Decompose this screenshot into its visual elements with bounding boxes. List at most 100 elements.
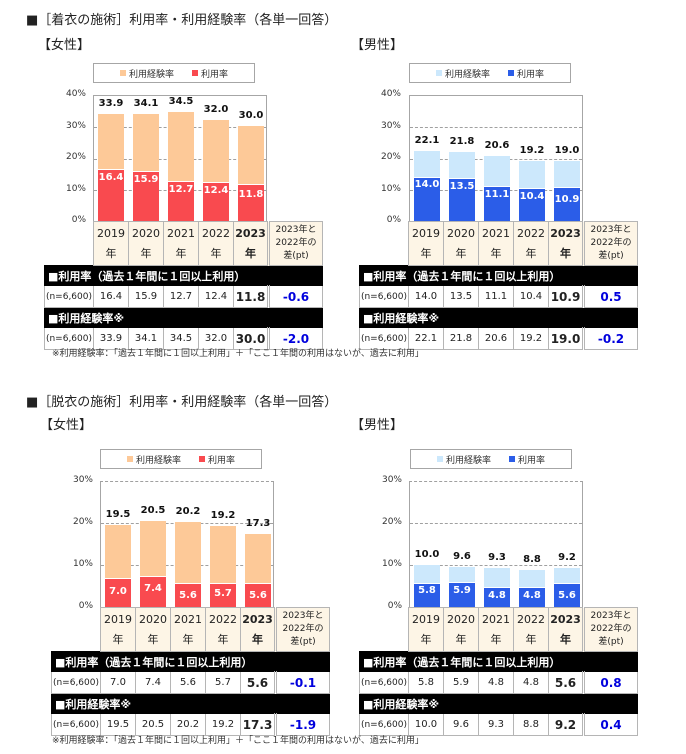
year-header: 2019 年	[408, 221, 444, 266]
footnote: ※利用経験率：「過去１年間に１回以上利用」＋「ここ１年間の利用はないが、過去に利…	[52, 349, 424, 359]
usage-value: 11.1	[478, 285, 514, 308]
year-header: 2020 年	[135, 607, 171, 652]
bar-label-usage: 4.8	[488, 590, 506, 601]
blank-cell	[45, 222, 94, 266]
usage-value: 12.7	[163, 285, 199, 308]
bar-2019: 33.9 16.4	[98, 98, 124, 221]
sample-size: (n=6,600)	[359, 327, 409, 350]
usage-value: 5.7	[205, 671, 241, 694]
bar-usage	[484, 587, 510, 607]
y-tick: 20%	[380, 152, 401, 162]
chart-legend: 利用経験率 利用率	[410, 449, 572, 469]
bar-label-experience: 32.0	[203, 104, 229, 115]
bar-2020: 9.6 5.9	[449, 551, 475, 607]
usage-rate-header: ■利用率（過去１年間に１回以上利用）	[51, 651, 330, 672]
bar-2023: 9.2 5.6	[554, 552, 580, 607]
year-header: 2020 年	[128, 221, 164, 266]
experience-value: 9.3	[478, 713, 514, 736]
bar-2023: 19.0 10.9	[554, 145, 580, 221]
y-tick: 10%	[381, 559, 402, 569]
bar-usage	[519, 188, 545, 221]
usage-value: 14.0	[408, 285, 444, 308]
usage-value: 4.8	[478, 671, 514, 694]
bar-label-experience: 9.2	[558, 552, 576, 563]
usage-value-current: 5.6	[240, 671, 276, 694]
legend-item-experience: 利用経験率	[435, 67, 490, 80]
data-table: 2019 年 2020 年 2021 年 2022 年 2023 年 2023年と 2022…	[359, 607, 638, 736]
bar-label-experience: 10.0	[414, 549, 440, 560]
data-table: 2019 年 2020 年 2021 年 2022 年 2023 年 2023年と 2022…	[51, 607, 330, 736]
y-tick: 30%	[65, 121, 86, 131]
experience-rate-header: ■利用経験率※	[359, 693, 638, 714]
bar-usage	[238, 184, 264, 221]
year-header: 2019 年	[408, 607, 444, 652]
usage-rate-header: ■利用率（過去１年間に１回以上利用）	[44, 265, 323, 286]
year-header-current: 2023 年	[233, 221, 269, 266]
legend-item-usage: 利用率	[509, 453, 545, 466]
bar-label-usage: 5.6	[179, 590, 197, 601]
gender-label-male: 【男性】	[351, 38, 404, 53]
data-table: 2019 年 2020 年 2021 年 2022 年 2023 年 2023年と 2022…	[44, 221, 323, 350]
experience-diff: 0.4	[582, 713, 638, 736]
legend-swatch-icon	[119, 70, 126, 76]
usage-rate-header: ■利用率（過去１年間に１回以上利用）	[359, 651, 638, 672]
bar-2022: 8.8 4.8	[519, 554, 545, 607]
experience-diff: -1.9	[274, 713, 330, 736]
bar-2021: 20.6 11.1	[484, 140, 510, 221]
plot-area: 22.1 14.0 21.8 13.5 20.6 11.1 19.2 10.4 …	[409, 95, 583, 221]
legend-swatch-icon	[435, 70, 442, 76]
bar-usage	[105, 578, 131, 607]
legend-label: 利用率	[518, 455, 546, 466]
blank-cell	[52, 608, 101, 652]
bar-usage	[554, 187, 580, 221]
usage-value: 7.0	[100, 671, 136, 694]
sample-size: (n=6,600)	[44, 285, 94, 308]
usage-value: 7.4	[135, 671, 171, 694]
legend-label: 利用率	[517, 69, 545, 80]
bar-2021: 9.3 4.8	[484, 552, 510, 607]
bar-label-usage: 5.9	[453, 585, 471, 596]
blank-cell	[360, 608, 409, 652]
footnote: ※利用経験率：「過去１年間に１回以上利用」＋「ここ１年間の利用はないが、過去に利…	[52, 736, 424, 746]
experience-value: 9.6	[443, 713, 479, 736]
experience-diff: -2.0	[267, 327, 323, 350]
bar-usage	[140, 576, 166, 607]
bar-label-usage: 7.4	[144, 583, 162, 594]
experience-rate-header: ■利用経験率※	[51, 693, 330, 714]
legend-swatch-icon	[509, 456, 515, 462]
experience-value-current: 17.3	[240, 713, 276, 736]
bar-2023: 17.3 5.6	[245, 518, 271, 607]
usage-diff: 0.5	[582, 285, 638, 308]
bar-2019: 22.1 14.0	[414, 135, 440, 221]
y-tick: 0%	[71, 215, 86, 225]
experience-value: 34.1	[128, 327, 164, 350]
legend-label: 利用率	[201, 69, 229, 80]
year-header: 2021 年	[163, 221, 199, 266]
gender-label-male: 【男性】	[351, 418, 404, 433]
bar-label-experience: 19.2	[519, 145, 545, 156]
bar-usage	[414, 177, 440, 221]
bar-usage	[519, 587, 545, 607]
year-header: 2019 年	[93, 221, 129, 266]
bar-usage	[414, 583, 440, 607]
diff-header: 2023年と 2022年の 差(pt)	[582, 607, 638, 652]
bar-label-usage: 11.8	[238, 189, 264, 200]
bar-label-usage: 4.8	[523, 590, 541, 601]
bar-2021: 20.2 5.6	[175, 506, 201, 607]
bar-label-experience: 30.0	[238, 110, 264, 121]
bar-2019: 10.0 5.8	[414, 549, 440, 607]
year-header: 2022 年	[513, 221, 549, 266]
y-tick: 20%	[65, 152, 86, 162]
y-tick: 0%	[387, 601, 402, 611]
bar-usage	[133, 171, 159, 221]
bar-label-experience: 19.0	[554, 145, 580, 156]
chart-legend: 利用経験率 利用率	[409, 63, 571, 83]
usage-value-current: 10.9	[548, 285, 584, 308]
diff-header: 2023年と 2022年の 差(pt)	[267, 221, 323, 266]
experience-value: 21.8	[443, 327, 479, 350]
bar-label-experience: 20.5	[140, 505, 166, 516]
bar-label-usage: 12.4	[203, 185, 229, 196]
bar-label-usage: 12.7	[168, 184, 194, 195]
bar-label-usage: 5.7	[214, 588, 232, 599]
sample-size: (n=6,600)	[359, 713, 409, 736]
